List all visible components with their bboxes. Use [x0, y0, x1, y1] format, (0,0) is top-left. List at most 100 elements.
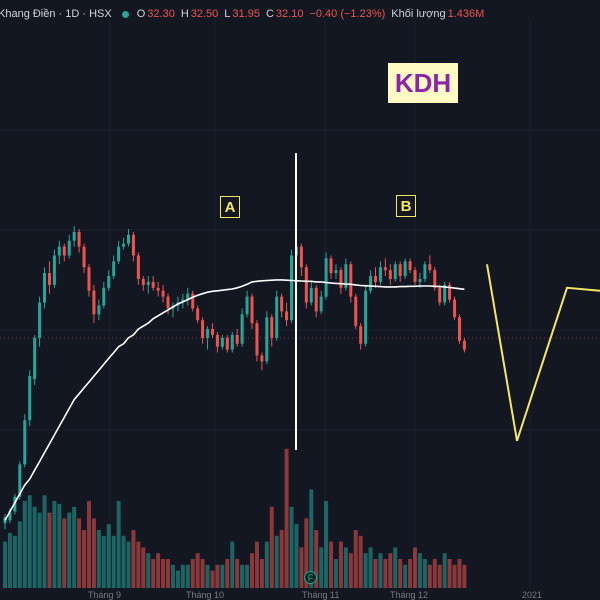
volume-bar: [67, 512, 72, 588]
volume-value: 1.436M: [447, 8, 485, 20]
zone-a-label: A: [220, 196, 240, 218]
candle: [28, 370, 32, 427]
candle: [57, 240, 61, 265]
candle: [393, 261, 397, 282]
volume-bar: [403, 564, 408, 588]
volume-bar: [348, 553, 353, 588]
candle: [290, 249, 294, 324]
volume-bar: [417, 553, 422, 588]
volume-bar: [264, 541, 269, 588]
volume-bar: [319, 547, 324, 588]
volume-bar: [37, 512, 42, 588]
volume-bar: [393, 547, 398, 588]
event-marker-icon[interactable]: F: [304, 571, 317, 584]
candle: [453, 296, 457, 321]
candle: [117, 240, 121, 265]
candle: [131, 231, 135, 262]
candle: [255, 320, 259, 362]
volume-bar: [427, 564, 432, 588]
candle: [339, 267, 343, 294]
volume-bar: [86, 501, 91, 588]
volume-bar: [190, 559, 195, 588]
candle: [166, 293, 170, 315]
candle: [72, 226, 76, 247]
open-label: O: [136, 8, 146, 20]
candle: [250, 293, 254, 330]
open-value: 32.30: [147, 8, 175, 20]
volume-bar: [57, 503, 62, 588]
volume-bar: [245, 564, 250, 588]
volume-bar: [373, 559, 378, 588]
volume-bar: [17, 521, 22, 588]
candle: [349, 261, 353, 303]
symbol-name[interactable]: Khang Điền · 1D · HSX: [0, 8, 112, 20]
x-tick-label: Tháng 12: [390, 590, 429, 600]
x-axis: Tháng 9 Tháng 10 Tháng 11 Tháng 12 2021: [0, 590, 600, 600]
candle: [102, 281, 106, 309]
chart-grid: [0, 20, 600, 588]
candle: [334, 264, 338, 279]
volume-bar: [151, 559, 156, 588]
volume-bar: [383, 559, 388, 588]
candle: [369, 270, 373, 294]
candle: [265, 311, 269, 365]
volume-bar: [442, 553, 447, 588]
volume-bar: [77, 518, 82, 588]
volume-bar: [121, 535, 126, 588]
volume-bar: [363, 553, 368, 588]
candle: [260, 352, 264, 371]
candle: [309, 281, 313, 306]
candle: [314, 284, 318, 318]
volume-bar: [398, 559, 403, 588]
change-value: −0.40 (−1.23%): [309, 8, 386, 20]
candle: [52, 249, 56, 288]
volume-bar: [304, 518, 309, 588]
high-label: H: [180, 8, 189, 20]
candle: [324, 252, 328, 300]
volume-bar: [170, 564, 175, 588]
volume-bar: [437, 564, 442, 588]
ohlc-legend: Khang Điền · 1D · HSX O 32.30 H 32.50 L 31.…: [0, 8, 488, 20]
volume-bar: [42, 495, 47, 588]
volume-bar: [116, 501, 121, 588]
candle: [433, 267, 437, 291]
volume-bar: [324, 501, 329, 588]
candle: [275, 290, 279, 341]
x-tick-label: Tháng 11: [302, 590, 340, 600]
candle: [280, 293, 284, 318]
volume-bar: [338, 541, 343, 588]
candle: [201, 317, 205, 344]
candle: [141, 276, 145, 291]
volume-bar: [447, 559, 452, 588]
volume-bar: [358, 535, 363, 588]
candle: [191, 290, 195, 312]
candle: [225, 334, 229, 353]
volume-bar: [274, 535, 279, 588]
candle: [270, 314, 274, 347]
volume-bars: [3, 448, 467, 588]
candle: [171, 302, 175, 318]
volume-bar: [185, 564, 190, 588]
volume-bar: [240, 564, 245, 588]
volume-bar: [289, 506, 294, 588]
volume-bar: [254, 541, 259, 588]
candle: [408, 258, 412, 274]
volume-bar: [161, 559, 166, 588]
volume-bar: [408, 559, 413, 588]
volume-bar: [106, 524, 111, 588]
market-status-icon: [121, 10, 129, 18]
volume-bar: [457, 559, 462, 588]
volume-bar: [220, 564, 225, 588]
candle: [151, 276, 155, 291]
candle: [146, 276, 150, 294]
candle: [220, 334, 224, 350]
close-label: C: [265, 8, 274, 20]
volume-bar: [146, 553, 151, 588]
volume-bar: [225, 559, 230, 588]
volume-bar: [82, 530, 87, 588]
volume-bar: [269, 506, 274, 588]
candle: [388, 264, 392, 285]
volume-bar: [180, 564, 185, 588]
candle: [210, 323, 214, 338]
